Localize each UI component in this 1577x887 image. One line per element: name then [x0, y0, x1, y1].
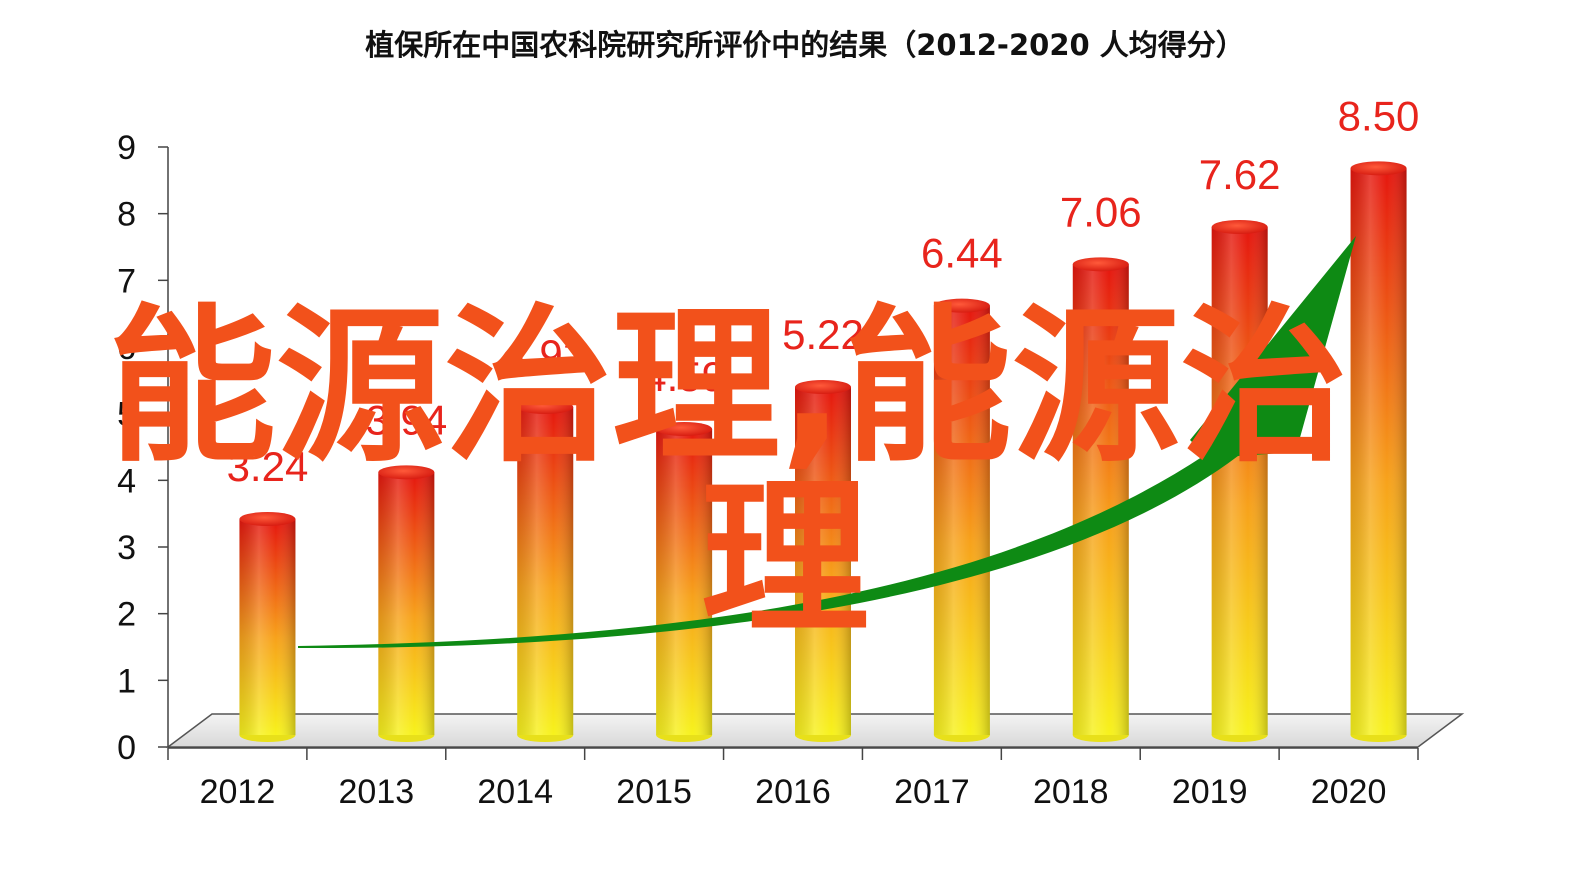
- bar: [1350, 161, 1407, 742]
- x-tick-label: 2019: [1172, 773, 1248, 811]
- bar-cap: [933, 298, 990, 313]
- y-axis-ticks: 0 1 2 3 4 5 6 7 8 9: [117, 129, 168, 767]
- bar-value-label: 3.94: [365, 396, 447, 443]
- bar-value-label: 5.22: [782, 311, 864, 358]
- data-labels: 3.24 3.94 4.92 4.59 5.22 6.44 7.06 7.62 8.50: [227, 92, 1420, 490]
- bar-cap: [1350, 161, 1407, 176]
- y-tick-label: 2: [117, 596, 136, 634]
- bar-value-label: 6.44: [921, 230, 1003, 277]
- x-tick-label: 2015: [616, 773, 692, 811]
- x-tick-label: 2014: [477, 773, 553, 811]
- y-tick-label: 7: [117, 262, 136, 300]
- bar-shading: [239, 519, 296, 735]
- bar: [933, 298, 990, 742]
- bar-cap: [517, 400, 574, 414]
- x-tick-label: 2016: [755, 773, 831, 811]
- x-tick-label: 2017: [894, 773, 970, 811]
- x-tick-label: 2013: [339, 773, 415, 811]
- bar: [1211, 220, 1268, 742]
- overlay-text-line-2: 理: [701, 461, 869, 657]
- bar: [1072, 257, 1129, 742]
- bar-cap: [1211, 220, 1268, 234]
- bar-series: [239, 161, 1407, 742]
- chart-title: 植保所在中国农科院研究所评价中的结果（2012-2020 人均得分）: [365, 28, 1245, 62]
- bar-cap: [1072, 257, 1129, 272]
- bar: [795, 380, 851, 742]
- x-tick-label: 2020: [1311, 773, 1387, 811]
- x-tick-label: 2018: [1033, 773, 1109, 811]
- bar-value-label: 8.50: [1338, 92, 1420, 139]
- bar-shading: [378, 472, 435, 735]
- bar-value-label: 4.92: [504, 331, 586, 378]
- bar: [656, 422, 713, 742]
- bar-shading: [517, 407, 574, 735]
- bar-value-label: 3.24: [227, 443, 309, 490]
- bar-cap: [378, 465, 435, 480]
- bar-value-label: 7.62: [1199, 151, 1281, 198]
- overlay-text-line-1: 能源治理,能源治: [108, 289, 1348, 485]
- bar: [517, 400, 574, 742]
- y-tick-label: 9: [117, 129, 136, 167]
- bar-cap: [795, 380, 851, 394]
- bar-value-label: 4.59: [643, 353, 725, 400]
- y-tick-label: 4: [117, 462, 136, 500]
- bar-value-label: 7.06: [1060, 188, 1142, 235]
- bar: [239, 512, 296, 742]
- bar-shading: [795, 387, 851, 735]
- y-tick-label: 1: [117, 662, 136, 700]
- y-tick-label: 6: [117, 329, 136, 367]
- bar-shading: [656, 429, 713, 735]
- y-tick-label: 5: [117, 396, 136, 434]
- bar-shading: [1350, 168, 1407, 736]
- bar-cap: [656, 422, 713, 436]
- bar-cap: [239, 512, 296, 526]
- bar-shading: [933, 305, 990, 735]
- bar-shading: [1211, 227, 1268, 735]
- y-tick-label: 8: [117, 196, 136, 234]
- bar: [378, 465, 435, 742]
- bar-shading: [1072, 264, 1129, 735]
- x-axis-ticks: 2012 2013 2014 2015 2016 2017 2018 2019 2020: [167, 748, 1419, 811]
- x-tick-label: 2012: [200, 773, 276, 811]
- y-tick-label: 0: [117, 729, 136, 767]
- y-tick-label: 3: [117, 529, 136, 567]
